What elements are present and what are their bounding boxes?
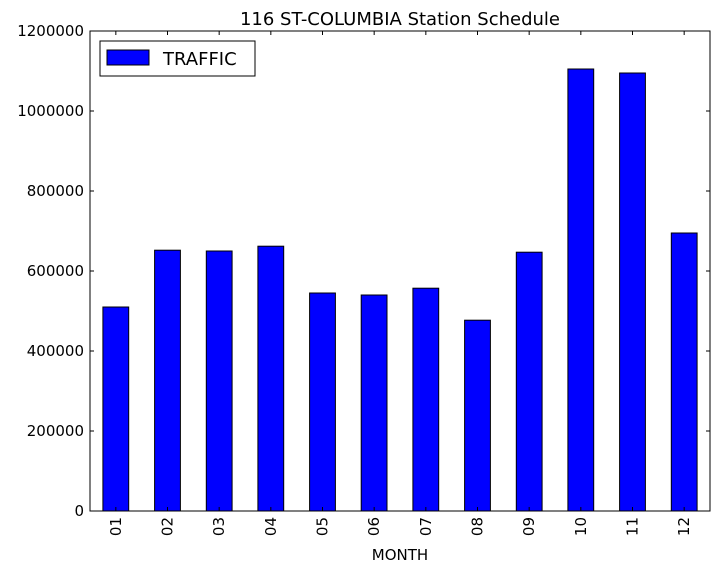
legend-label-traffic: TRAFFIC — [162, 49, 237, 70]
x-tick-label-04: 04 — [262, 517, 280, 536]
x-tick-label-05: 05 — [314, 517, 332, 536]
y-tick-label-800000: 800000 — [27, 182, 84, 200]
y-tick-label-0: 0 — [74, 502, 84, 520]
bar-08 — [464, 319, 491, 512]
x-tick-label-02: 02 — [159, 517, 177, 536]
bar-02 — [154, 249, 181, 512]
y-tick-label-1200000: 1200000 — [17, 22, 84, 40]
legend: TRAFFIC — [99, 40, 256, 77]
x-tick-label-08: 08 — [469, 517, 487, 536]
bar-12 — [670, 232, 698, 512]
plot-frame — [89, 30, 711, 512]
x-tick-label-12: 12 — [675, 517, 693, 536]
bar-09 — [515, 251, 543, 512]
y-tick-label-600000: 600000 — [27, 262, 84, 280]
x-tick-label-01: 01 — [107, 517, 125, 536]
y-tick-label-400000: 400000 — [27, 342, 84, 360]
bar-04 — [257, 245, 285, 512]
x-tick-label-11: 11 — [624, 517, 642, 536]
legend-frame — [99, 40, 256, 77]
x-axis: 01 02 03 04 05 06 07 08 09 10 11 12 — [107, 31, 693, 536]
bar-07 — [412, 287, 440, 512]
y-tick-label-200000: 200000 — [27, 422, 84, 440]
bar-01 — [102, 306, 130, 512]
x-axis-label: MONTH — [372, 546, 428, 564]
bar-11 — [619, 72, 646, 512]
bar-03 — [205, 250, 233, 512]
chart-title: 116 ST-COLUMBIA Station Schedule — [240, 9, 560, 30]
x-tick-label-10: 10 — [572, 517, 590, 536]
bars-group — [102, 68, 698, 512]
bar-10 — [567, 68, 595, 512]
y-tick-label-1000000: 1000000 — [17, 102, 84, 120]
x-tick-label-09: 09 — [520, 517, 538, 536]
x-tick-label-07: 07 — [417, 517, 435, 536]
x-tick-label-03: 03 — [210, 517, 228, 536]
x-tick-label-06: 06 — [365, 517, 383, 536]
bar-06 — [360, 294, 388, 512]
legend-swatch-traffic — [106, 49, 150, 66]
y-axis: 0 200000 400000 600000 800000 1000000 1200000 — [17, 22, 710, 520]
bar-05 — [309, 292, 336, 512]
